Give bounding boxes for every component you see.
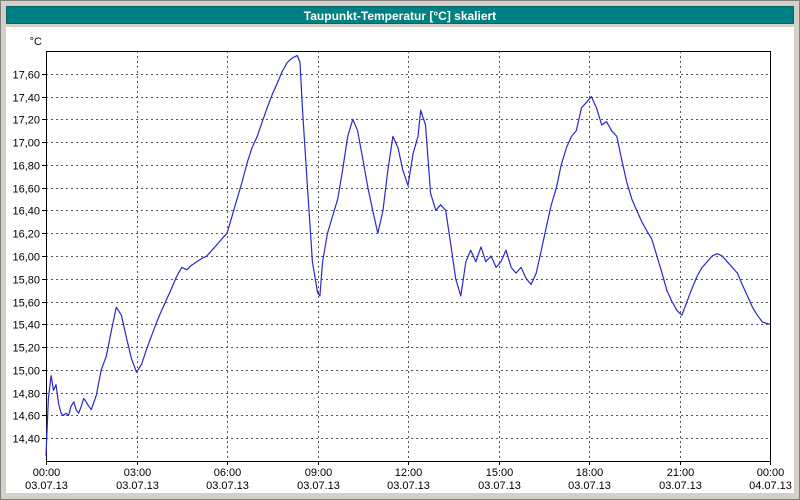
svg-text:16,00: 16,00 xyxy=(12,252,40,264)
svg-text:17,00: 17,00 xyxy=(12,138,40,150)
svg-text:15,60: 15,60 xyxy=(12,298,40,310)
svg-text:03.07.13: 03.07.13 xyxy=(206,480,249,492)
svg-text:18:00: 18:00 xyxy=(576,467,604,479)
svg-text:14,60: 14,60 xyxy=(12,411,40,423)
svg-text:15:00: 15:00 xyxy=(486,467,514,479)
gridlines xyxy=(46,51,770,461)
svg-text:03.07.13: 03.07.13 xyxy=(659,480,702,492)
dewpoint-series-path xyxy=(45,55,771,456)
chart-title: Taupunkt-Temperatur [°C] skaliert xyxy=(303,9,497,23)
y-axis-unit-label: °C xyxy=(30,36,42,48)
plot-border xyxy=(46,51,771,462)
svg-text:09:00: 09:00 xyxy=(305,467,333,479)
svg-text:17,40: 17,40 xyxy=(12,93,40,105)
svg-text:16,60: 16,60 xyxy=(12,184,40,196)
axes xyxy=(42,51,771,465)
svg-text:14,40: 14,40 xyxy=(12,434,40,446)
svg-text:21:00: 21:00 xyxy=(667,467,695,479)
svg-text:15,20: 15,20 xyxy=(12,343,40,355)
series-line xyxy=(45,55,771,456)
svg-text:12:00: 12:00 xyxy=(395,467,423,479)
svg-text:15,80: 15,80 xyxy=(12,275,40,287)
svg-text:03.07.13: 03.07.13 xyxy=(568,480,611,492)
svg-text:03.07.13: 03.07.13 xyxy=(25,480,68,492)
svg-text:03.07.13: 03.07.13 xyxy=(387,480,430,492)
svg-text:15,40: 15,40 xyxy=(12,320,40,332)
chart-title-bar: Taupunkt-Temperatur [°C] skaliert xyxy=(6,6,794,24)
svg-text:04.07.13: 04.07.13 xyxy=(749,480,792,492)
axis-labels: 14,40 14,60 14,80 15,00 15,20 15,40 15,60 15,80… xyxy=(12,36,791,492)
svg-text:16,20: 16,20 xyxy=(12,229,40,241)
svg-text:06:00: 06:00 xyxy=(214,467,242,479)
temperature-line-chart: 14,40 14,60 14,80 15,00 15,20 15,40 15,60 15,80… xyxy=(12,36,791,492)
svg-text:15,00: 15,00 xyxy=(12,366,40,378)
svg-text:03:00: 03:00 xyxy=(124,467,152,479)
svg-text:03.07.13: 03.07.13 xyxy=(116,480,159,492)
svg-text:17,60: 17,60 xyxy=(12,70,40,82)
chart-area: 14,40 14,60 14,80 15,00 15,20 15,40 15,60 15,80… xyxy=(6,27,794,493)
svg-text:14,80: 14,80 xyxy=(12,389,40,401)
svg-text:16,80: 16,80 xyxy=(12,161,40,173)
svg-text:00:00: 00:00 xyxy=(757,467,785,479)
svg-text:03.07.13: 03.07.13 xyxy=(478,480,521,492)
svg-text:00:00: 00:00 xyxy=(33,467,61,479)
svg-text:03.07.13: 03.07.13 xyxy=(297,480,340,492)
svg-text:17,20: 17,20 xyxy=(12,115,40,127)
svg-text:16,40: 16,40 xyxy=(12,206,40,218)
